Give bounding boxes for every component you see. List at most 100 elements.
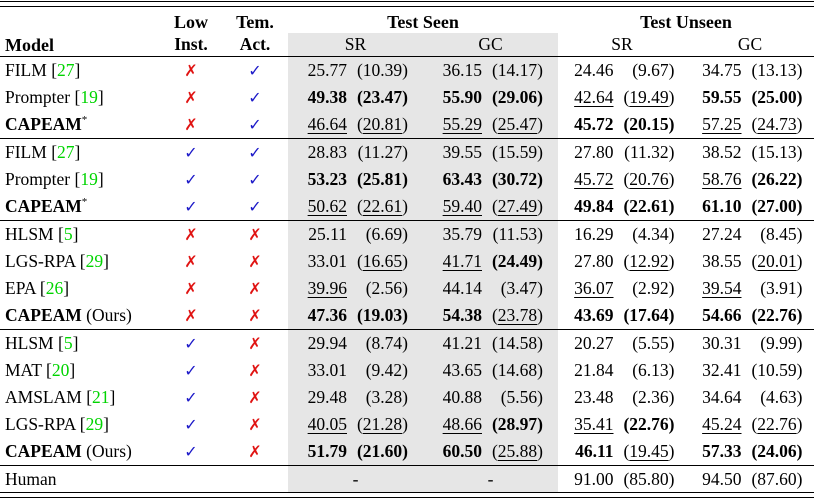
- seen-sr-cell: 47.36 (19.03): [288, 302, 423, 330]
- metric-value: 41.21: [442, 333, 482, 353]
- metric-plw-value: (19.45): [623, 441, 675, 461]
- capability-cell: ✗: [160, 57, 222, 85]
- ours-label: (Ours): [86, 441, 132, 461]
- unseen-gc-cell: 59.55 (25.00): [686, 84, 814, 111]
- metric-value: 34.64: [702, 387, 742, 407]
- citation-link[interactable]: 27: [57, 60, 75, 80]
- table-row: EPA [26] ✗ ✗ 39.96 (2.56) 44.14 (3.47) 36.07 (2.…: [0, 275, 814, 302]
- metric-value: 33.01: [307, 360, 347, 380]
- seen-gc-cell: 63.43 (30.72): [423, 166, 558, 193]
- metric-plw-value: (20.76): [623, 169, 675, 189]
- metric-plw-value: (24.73): [751, 114, 803, 134]
- seen-gc-cell: 55.90 (29.06): [423, 84, 558, 111]
- unseen-sr-cell: 24.46 (9.67): [558, 57, 686, 85]
- metric-value: 43.69: [574, 305, 614, 325]
- unseen-sr-cell: 42.64 (19.49): [558, 84, 686, 111]
- citation-link[interactable]: 19: [80, 87, 98, 107]
- table-header: Model Low Tem. Test Seen Test Unseen Ins…: [0, 7, 814, 57]
- capability-cell: ✗: [160, 302, 222, 330]
- capability-cell: ✗: [160, 221, 222, 249]
- metric-plw-value: (85.80): [623, 468, 675, 489]
- metric-plw-value: (11.27): [357, 142, 408, 162]
- seen-gc-cell: 54.38 (23.78): [423, 302, 558, 330]
- metric-plw-value: (30.72): [491, 169, 543, 189]
- metric-plw-value: (25.81): [356, 169, 408, 189]
- metric-plw-value: (17.64): [623, 305, 675, 325]
- seen-gc-cell: 44.14 (3.47): [423, 275, 558, 302]
- check-icon: ✓: [248, 170, 262, 189]
- table-row: CAPEAM (Ours) ✓ ✗ 51.79 (21.60) 60.50 (25.88) 4…: [0, 438, 814, 466]
- metric-plw-value: (20.15): [623, 114, 675, 134]
- cross-icon: ✗: [248, 225, 262, 244]
- metric-value: 29.94: [307, 333, 347, 353]
- cross-icon: ✗: [248, 388, 262, 407]
- metric-plw-value: (19.03): [356, 305, 408, 325]
- capability-cell: ✓: [160, 438, 222, 466]
- metric-value: 27.80: [574, 142, 614, 162]
- metric-plw-value: (14.68): [491, 360, 543, 380]
- unseen-gc-cell: 54.66 (22.76): [686, 302, 814, 330]
- metric-plw-value: (22.61): [356, 196, 408, 216]
- col-header-inst: Inst.: [174, 34, 208, 54]
- seen-gc-cell: 35.79 (11.53): [423, 220, 558, 248]
- empty-cell: [222, 466, 288, 493]
- metric-plw-value: (21.28): [356, 414, 408, 434]
- capability-cell: ✓: [222, 111, 288, 139]
- col-header-test-unseen: Test Unseen: [640, 12, 732, 32]
- metric-plw-value: (9.42): [365, 360, 408, 380]
- seen-sr-cell: 51.79 (21.60): [288, 438, 423, 466]
- metric-value: 48.66: [442, 414, 482, 434]
- capability-cell: ✗: [222, 438, 288, 466]
- metric-value: 53.23: [307, 169, 347, 189]
- seen-sr-cell: 50.62 (22.61): [288, 193, 423, 221]
- unseen-gc-cell: 39.54 (3.91): [686, 275, 814, 302]
- table-row-human: Human - -91.00 (85.80) 94.50 (87.60): [0, 465, 814, 493]
- metric-value: 32.41: [702, 360, 742, 380]
- metric-value: 51.79: [307, 441, 347, 461]
- citation-link[interactable]: 27: [57, 142, 75, 162]
- citation-link[interactable]: 20: [51, 360, 70, 380]
- citation-link[interactable]: 5: [63, 224, 73, 244]
- unseen-sr-cell: 21.84 (6.13): [558, 357, 686, 384]
- model-name-cell: CAPEAM (Ours): [0, 302, 160, 330]
- citation-link[interactable]: 29: [85, 251, 104, 271]
- metric-plw-value: (5.56): [500, 387, 543, 407]
- capability-cell: ✓: [160, 166, 222, 193]
- results-table: Model Low Tem. Test Seen Test Unseen Ins…: [0, 7, 814, 492]
- model-name-cell: LGS-RPA [29]: [5, 251, 109, 271]
- metric-plw-value: (15.13): [751, 142, 803, 162]
- citation-link[interactable]: 29: [85, 414, 104, 434]
- model-name: Prompter: [5, 87, 71, 107]
- metric-plw-value: (20.01): [751, 251, 803, 271]
- citation-link[interactable]: 5: [63, 333, 73, 353]
- capability-cell: ✗: [222, 221, 288, 249]
- check-icon: ✓: [184, 361, 198, 380]
- citation-link[interactable]: 26: [45, 278, 64, 298]
- capability-cell: ✗: [160, 84, 222, 111]
- metric-value: 50.62: [307, 196, 347, 216]
- citation-link[interactable]: 21: [92, 387, 110, 407]
- model-name-cell: FILM [27]: [5, 60, 81, 80]
- model-name-cell: AMSLAM [21]: [5, 387, 116, 407]
- check-icon: ✓: [184, 334, 198, 353]
- metric-plw-value: (22.76): [623, 414, 675, 434]
- metric-value: 16.29: [574, 224, 614, 244]
- seen-sr-cell: -: [288, 465, 423, 492]
- metric-plw-value: (24.49): [491, 251, 543, 271]
- model-name: LGS-RPA: [5, 251, 76, 271]
- metric-plw-value: (8.74): [365, 333, 408, 353]
- capability-cell: ✗: [160, 111, 222, 139]
- model-name-cell: CAPEAM (Ours): [0, 438, 160, 466]
- metric-plw-value: (13.13): [751, 60, 803, 80]
- seen-gc-cell: 39.55 (15.59): [423, 138, 558, 166]
- seen-gc-cell: 59.40 (27.49): [423, 193, 558, 221]
- seen-sr-cell: 46.64 (20.81): [288, 111, 423, 139]
- check-icon: ✓: [184, 197, 198, 216]
- citation-link[interactable]: 19: [80, 169, 98, 189]
- metric-plw-value: (22.61): [623, 196, 675, 216]
- model-name: LGS-RPA: [5, 414, 76, 434]
- capability-cell: ✗: [222, 411, 288, 438]
- table-row: LGS-RPA [29] ✓ ✗ 40.05 (21.28) 48.66 (28.97) 35…: [0, 411, 814, 438]
- metric-value: 59.55: [702, 87, 742, 107]
- unseen-sr-cell: 45.72 (20.76): [558, 166, 686, 193]
